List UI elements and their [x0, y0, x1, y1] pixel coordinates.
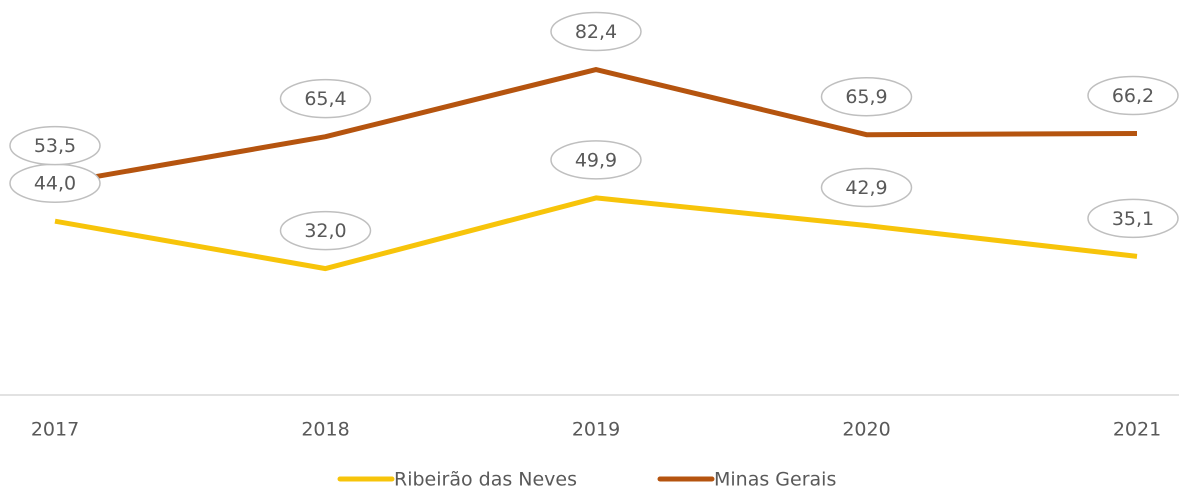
data-label-bubble [1087, 75, 1179, 116]
data-label-bubble [1087, 198, 1179, 239]
data-label-bubble [550, 11, 642, 52]
data-label-bubble [550, 140, 642, 180]
series-line [54, 67, 1138, 187]
data-label-bubble [820, 76, 913, 117]
x-tick-label: 2019 [572, 419, 620, 441]
x-tick-label: 2017 [31, 419, 79, 441]
data-label: 44,0 [34, 173, 76, 195]
data-label-bubble [279, 78, 372, 119]
legend-label: Ribeirão das Neves [394, 469, 577, 491]
data-label: 42,9 [845, 177, 887, 199]
x-tick-label: 2021 [1113, 419, 1161, 441]
legend-label: Minas Gerais [714, 469, 836, 491]
data-label-bubble [279, 210, 372, 251]
x-tick-label: 2020 [842, 419, 890, 441]
data-label: 82,4 [575, 21, 617, 43]
data-label-bubble [9, 125, 101, 166]
data-label: 65,9 [845, 86, 887, 108]
data-label-bubble [820, 167, 913, 208]
x-tick-label: 2018 [301, 419, 349, 441]
data-label: 66,2 [1112, 85, 1154, 107]
data-label: 35,1 [1112, 208, 1154, 230]
data-label: 49,9 [575, 149, 617, 171]
data-label: 53,5 [34, 135, 76, 157]
data-label: 32,0 [304, 220, 346, 242]
series-line [54, 195, 1138, 272]
data-label: 65,4 [304, 88, 346, 110]
